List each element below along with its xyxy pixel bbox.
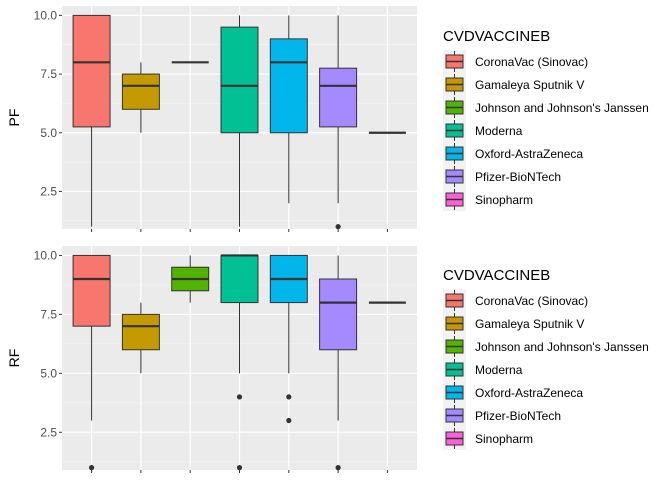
y-tick-label: 7.5 bbox=[40, 67, 57, 81]
legend-label: Oxford-AstraZeneca bbox=[475, 386, 583, 400]
box-0 bbox=[72, 254, 111, 471]
box-iqr bbox=[121, 313, 160, 351]
legend-label: Johnson and Johnson's Janssen bbox=[475, 340, 649, 354]
legend-label: Gamaleya Sputnik V bbox=[475, 317, 584, 331]
panel-rf: 2.5 5.0 7.5 10.0 RF CVDVACCINEB CoronaVac (Sin… bbox=[6, 246, 649, 473]
box-iqr bbox=[319, 67, 358, 128]
box-4 bbox=[269, 15, 308, 204]
outlier-point bbox=[286, 417, 292, 424]
legend-label: Moderna bbox=[475, 124, 523, 138]
outlier-point bbox=[88, 465, 95, 471]
box-iqr bbox=[72, 254, 111, 327]
box-iqr bbox=[121, 73, 160, 110]
y-tick-label: 2.5 bbox=[40, 184, 57, 198]
box-0 bbox=[72, 14, 111, 227]
legend: CVDVACCINEB CoronaVac (Sinovac) Gamaleya S… bbox=[443, 28, 649, 211]
outlier-point bbox=[286, 394, 292, 400]
box-iqr bbox=[72, 14, 111, 128]
panel-pf: 2.5 5.0 7.5 10.0 PF CVDVACCINEB CoronaVac (Sin… bbox=[6, 6, 649, 232]
legend-title: CVDVACCINEB bbox=[443, 28, 550, 45]
box-2 bbox=[171, 255, 210, 303]
box-3 bbox=[220, 254, 259, 471]
box-iqr bbox=[220, 26, 259, 134]
box-3 bbox=[220, 15, 259, 227]
legend: CVDVACCINEB CoronaVac (Sinovac) Gamaleya S… bbox=[443, 267, 649, 450]
y-tick-label: 7.5 bbox=[40, 307, 57, 321]
legend-label: Johnson and Johnson's Janssen bbox=[475, 101, 649, 115]
legend-label: Moderna bbox=[475, 363, 523, 377]
legend-label: Sinopharm bbox=[475, 193, 533, 207]
legend-title: CVDVACCINEB bbox=[443, 267, 550, 284]
box-iqr bbox=[220, 254, 259, 304]
y-axis-title: RF bbox=[6, 349, 22, 368]
legend-label: CoronaVac (Sinovac) bbox=[475, 294, 588, 308]
box-1 bbox=[121, 302, 160, 374]
y-tick-label: 2.5 bbox=[40, 425, 57, 439]
y-axis-title: PF bbox=[6, 109, 22, 127]
legend-label: Sinopharm bbox=[475, 432, 533, 446]
y-tick-label: 5.0 bbox=[40, 126, 57, 140]
outlier-point bbox=[335, 224, 341, 230]
legend-label: Pfizer-BioNTech bbox=[475, 170, 561, 184]
legend-label: Pfizer-BioNTech bbox=[475, 409, 561, 423]
legend-label: CoronaVac (Sinovac) bbox=[475, 55, 588, 69]
legend-label: Gamaleya Sputnik V bbox=[475, 78, 584, 92]
y-tick-label: 10.0 bbox=[34, 248, 58, 262]
y-tick-label: 5.0 bbox=[40, 366, 57, 380]
box-iqr bbox=[319, 278, 358, 351]
box-5 bbox=[319, 15, 358, 230]
outlier-point bbox=[236, 465, 243, 471]
box-1 bbox=[121, 62, 160, 133]
outlier-point bbox=[236, 394, 243, 400]
legend-label: Oxford-AstraZeneca bbox=[475, 147, 583, 161]
box-iqr bbox=[269, 38, 308, 134]
y-tick-label: 10.0 bbox=[34, 8, 58, 22]
outlier-point bbox=[335, 465, 341, 471]
box-4 bbox=[269, 254, 308, 424]
box-5 bbox=[319, 255, 358, 471]
